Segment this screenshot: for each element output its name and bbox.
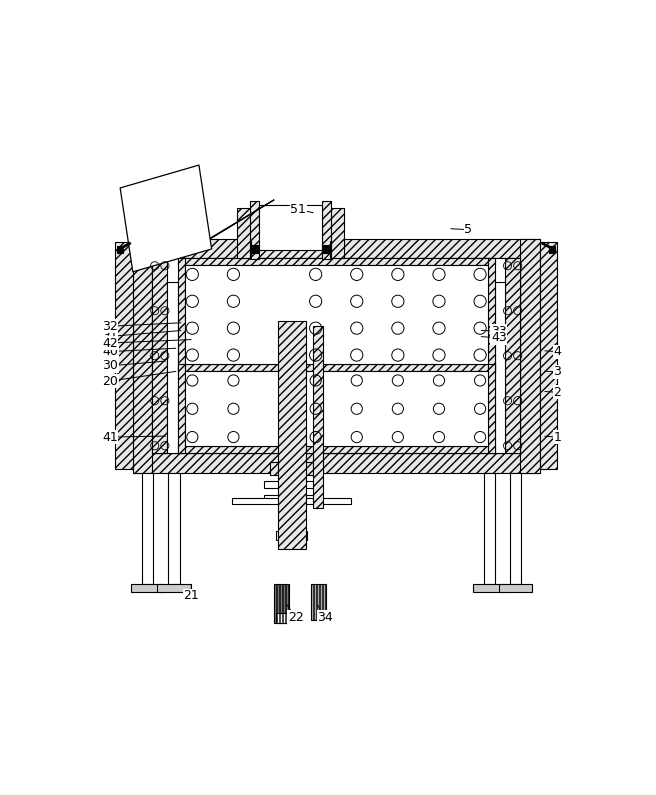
Bar: [277, 321, 306, 549]
Bar: [157, 584, 190, 592]
Bar: [329, 241, 331, 258]
Text: 51: 51: [290, 203, 306, 215]
Text: 30: 30: [102, 359, 118, 372]
Bar: [276, 614, 287, 622]
Text: 42: 42: [102, 336, 118, 350]
Bar: [142, 473, 153, 584]
Bar: [133, 238, 540, 258]
Bar: [251, 245, 258, 253]
Bar: [329, 208, 344, 258]
Text: 21: 21: [184, 589, 199, 602]
Bar: [178, 446, 495, 453]
Bar: [178, 364, 185, 453]
Bar: [510, 473, 522, 584]
Bar: [495, 281, 505, 453]
Bar: [322, 201, 331, 259]
Bar: [539, 242, 558, 468]
Bar: [133, 238, 152, 473]
Bar: [178, 364, 495, 371]
Text: 43: 43: [491, 332, 507, 344]
Bar: [473, 584, 506, 592]
Bar: [259, 205, 322, 250]
Bar: [178, 258, 495, 266]
Bar: [167, 281, 178, 453]
Bar: [185, 266, 487, 364]
Text: 20: 20: [102, 374, 118, 388]
Bar: [152, 258, 167, 453]
Bar: [311, 584, 326, 619]
Bar: [270, 463, 279, 475]
Bar: [487, 364, 495, 453]
Bar: [133, 453, 540, 473]
Bar: [499, 584, 532, 592]
Bar: [505, 258, 520, 453]
Bar: [314, 327, 323, 508]
Bar: [169, 473, 180, 584]
Bar: [152, 258, 520, 453]
Bar: [131, 584, 164, 592]
Text: 41: 41: [102, 431, 118, 444]
Bar: [276, 530, 307, 540]
Text: 31: 31: [102, 330, 118, 343]
Polygon shape: [120, 165, 212, 272]
Bar: [264, 481, 319, 488]
Bar: [250, 201, 259, 259]
Bar: [250, 241, 251, 258]
Bar: [274, 584, 289, 622]
Text: 32: 32: [102, 320, 118, 333]
Bar: [185, 371, 487, 446]
Bar: [323, 245, 329, 253]
Text: 33: 33: [491, 325, 507, 338]
Text: 22: 22: [287, 611, 304, 624]
Bar: [549, 246, 556, 253]
Text: 34: 34: [317, 611, 333, 624]
Bar: [281, 504, 303, 539]
Text: 40: 40: [102, 345, 118, 359]
Bar: [304, 463, 314, 475]
Bar: [115, 242, 133, 468]
Bar: [232, 498, 352, 504]
Bar: [117, 246, 123, 253]
Bar: [483, 473, 495, 584]
Text: 4: 4: [554, 345, 562, 359]
Text: 5: 5: [464, 223, 472, 236]
Text: 1: 1: [554, 431, 562, 444]
Bar: [178, 258, 185, 371]
Bar: [264, 495, 319, 502]
Bar: [487, 258, 495, 371]
Text: 3: 3: [554, 366, 562, 378]
Bar: [237, 208, 251, 258]
Text: 2: 2: [554, 386, 562, 399]
Bar: [520, 238, 540, 473]
